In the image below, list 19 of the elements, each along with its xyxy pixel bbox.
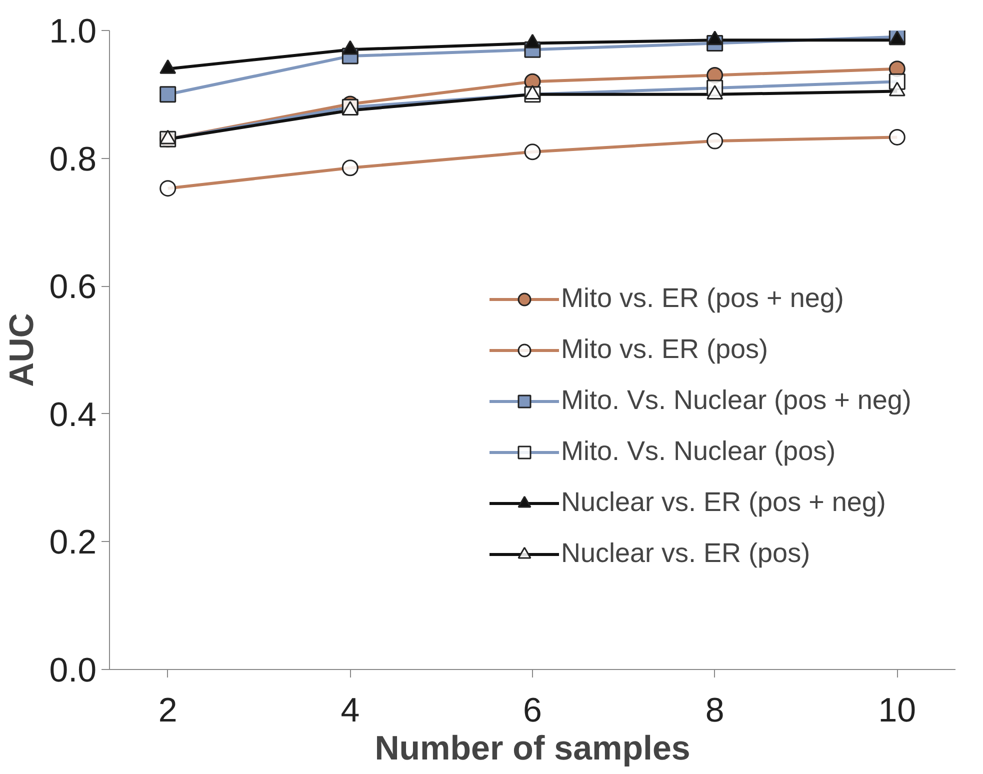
legend-label: Nuclear vs. ER (pos) bbox=[561, 538, 810, 569]
x-tick-label: 4 bbox=[340, 692, 360, 730]
y-tick-label: 0.2 bbox=[49, 524, 96, 562]
x-tick-label: 10 bbox=[878, 692, 916, 730]
x-tick-label: 2 bbox=[158, 692, 178, 730]
legend-label: Mito. Vs. Nuclear (pos) bbox=[561, 436, 836, 467]
y-tick-label: 1.0 bbox=[49, 12, 96, 50]
y-tick-label: 0.8 bbox=[49, 140, 96, 178]
y-tick-label: 0.4 bbox=[49, 396, 96, 434]
legend-label: Mito. Vs. Nuclear (pos + neg) bbox=[561, 385, 912, 416]
legend-label: Nuclear vs. ER (pos + neg) bbox=[561, 487, 886, 518]
x-axis-title: Number of samples bbox=[374, 730, 690, 768]
legend-label: Mito vs. ER (pos) bbox=[561, 334, 768, 365]
legend-label: Mito vs. ER (pos + neg) bbox=[561, 283, 844, 314]
y-tick-label: 0.0 bbox=[49, 652, 96, 690]
x-tick-label: 8 bbox=[705, 692, 724, 730]
x-tick-label: 6 bbox=[523, 692, 542, 730]
y-axis-title: AUC bbox=[3, 313, 42, 387]
y-tick-label: 0.6 bbox=[49, 268, 96, 306]
